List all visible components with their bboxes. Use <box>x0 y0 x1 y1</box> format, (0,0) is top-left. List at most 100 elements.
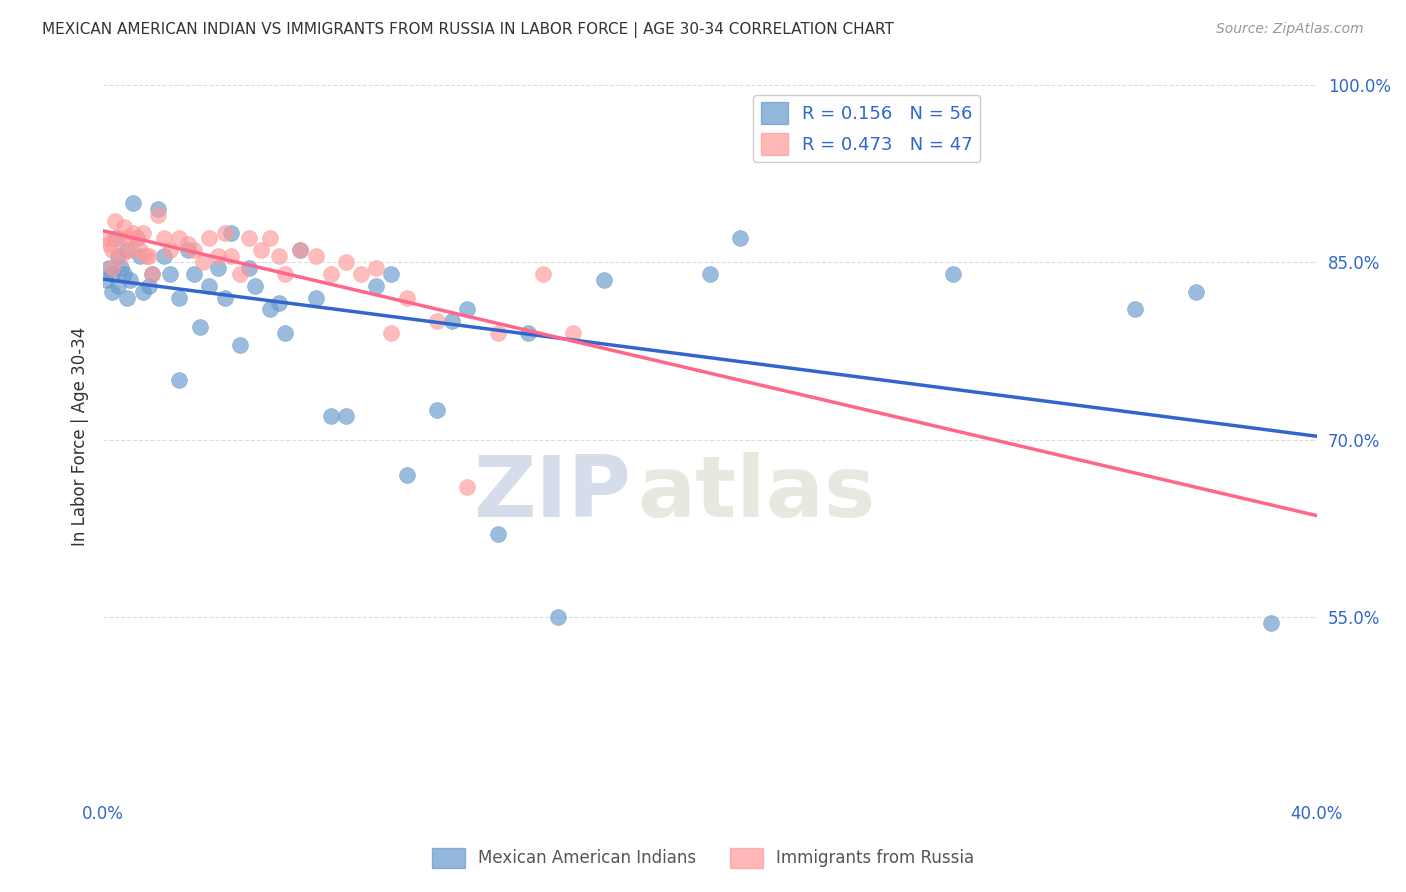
Point <box>131 285 153 299</box>
Point <box>125 231 148 245</box>
Point <box>125 231 148 245</box>
Point <box>104 231 127 245</box>
Point <box>592 273 614 287</box>
Point <box>395 291 418 305</box>
Point <box>366 260 388 275</box>
Point <box>117 231 139 245</box>
Point <box>486 326 509 340</box>
Point <box>335 409 357 423</box>
Point <box>219 249 242 263</box>
Point <box>238 260 260 275</box>
Point <box>107 278 129 293</box>
Point <box>290 244 312 258</box>
Point <box>101 244 124 258</box>
Point <box>120 273 142 287</box>
Point <box>117 244 139 258</box>
Point <box>274 326 297 340</box>
Point <box>228 267 250 281</box>
Point <box>207 260 229 275</box>
Text: Source: ZipAtlas.com: Source: ZipAtlas.com <box>1216 22 1364 37</box>
Point <box>146 208 169 222</box>
Point <box>117 291 139 305</box>
Point <box>198 278 221 293</box>
Point <box>219 226 242 240</box>
Point <box>128 249 150 263</box>
Legend: R = 0.156   N = 56, R = 0.473   N = 47: R = 0.156 N = 56, R = 0.473 N = 47 <box>754 95 980 162</box>
Point <box>486 527 509 541</box>
Point <box>104 213 127 227</box>
Point <box>456 480 478 494</box>
Point <box>441 314 464 328</box>
Point <box>141 267 163 281</box>
Point <box>101 260 124 275</box>
Point <box>531 267 554 281</box>
Point <box>562 326 585 340</box>
Point <box>207 249 229 263</box>
Text: atlas: atlas <box>637 452 876 535</box>
Point <box>319 267 342 281</box>
Point <box>135 249 157 263</box>
Point <box>110 260 132 275</box>
Point <box>98 260 121 275</box>
Point <box>101 267 124 281</box>
Point <box>243 278 266 293</box>
Point <box>101 285 124 299</box>
Point <box>250 244 273 258</box>
Point <box>188 320 211 334</box>
Point <box>426 314 449 328</box>
Point <box>177 237 200 252</box>
Point <box>290 244 312 258</box>
Point <box>304 291 326 305</box>
Legend: Mexican American Indians, Immigrants from Russia: Mexican American Indians, Immigrants fro… <box>425 841 981 875</box>
Point <box>153 249 176 263</box>
Point <box>138 249 160 263</box>
Point <box>159 267 181 281</box>
Point <box>1184 285 1206 299</box>
Point <box>167 373 190 387</box>
Point <box>456 302 478 317</box>
Point <box>366 278 388 293</box>
Y-axis label: In Labor Force | Age 30-34: In Labor Force | Age 30-34 <box>72 327 89 546</box>
Point <box>107 249 129 263</box>
Point <box>699 267 721 281</box>
Point <box>335 255 357 269</box>
Text: MEXICAN AMERICAN INDIAN VS IMMIGRANTS FROM RUSSIA IN LABOR FORCE | AGE 30-34 COR: MEXICAN AMERICAN INDIAN VS IMMIGRANTS FR… <box>42 22 894 38</box>
Point <box>214 226 236 240</box>
Point <box>98 237 121 252</box>
Point <box>167 231 190 245</box>
Point <box>426 403 449 417</box>
Point <box>141 267 163 281</box>
Text: ZIP: ZIP <box>474 452 631 535</box>
Point <box>259 231 281 245</box>
Point <box>122 226 145 240</box>
Point <box>269 249 291 263</box>
Point <box>238 231 260 245</box>
Point <box>122 196 145 211</box>
Point <box>269 296 291 310</box>
Point <box>183 244 205 258</box>
Point <box>167 291 190 305</box>
Point <box>547 610 569 624</box>
Point <box>146 202 169 216</box>
Point <box>96 273 118 287</box>
Point <box>1123 302 1146 317</box>
Point <box>380 326 402 340</box>
Point <box>214 291 236 305</box>
Point <box>159 244 181 258</box>
Point <box>96 231 118 245</box>
Point <box>120 244 142 258</box>
Point <box>228 338 250 352</box>
Point <box>153 231 176 245</box>
Point <box>304 249 326 263</box>
Point <box>942 267 965 281</box>
Point <box>107 231 129 245</box>
Point <box>1260 615 1282 630</box>
Point <box>730 231 752 245</box>
Point <box>516 326 538 340</box>
Point <box>128 244 150 258</box>
Point <box>350 267 373 281</box>
Point <box>193 255 215 269</box>
Point <box>183 267 205 281</box>
Point <box>259 302 281 317</box>
Point <box>198 231 221 245</box>
